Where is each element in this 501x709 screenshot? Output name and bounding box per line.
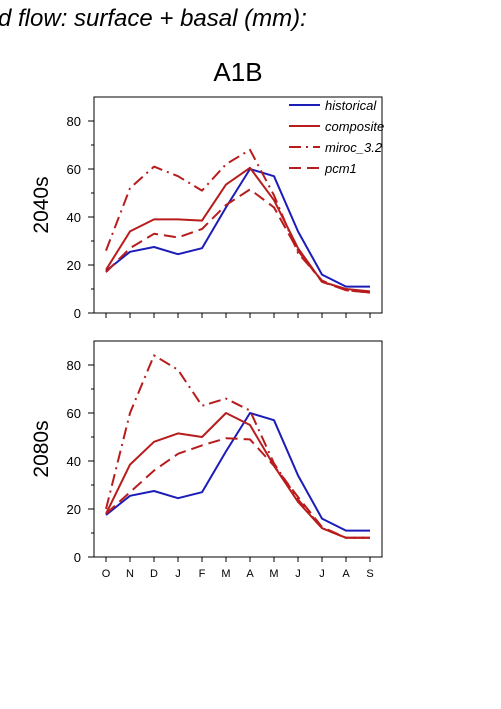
legend: historical composite miroc_3.2 pcm1 <box>289 98 384 176</box>
x-tick-label: J <box>295 568 301 580</box>
y-tick-label: 0 <box>74 550 81 565</box>
y-tick-label: 80 <box>67 114 81 129</box>
y-tick-label: 60 <box>67 162 81 177</box>
x-tick-label: N <box>126 568 134 580</box>
series-line-pcm1 <box>105 188 371 294</box>
legend-label: composite <box>325 119 384 134</box>
scenario-title: A1B <box>213 57 262 87</box>
x-tick-label: A <box>246 568 254 580</box>
legend-label: historical <box>325 98 377 113</box>
x-tick-label: A <box>342 568 350 580</box>
x-tick-label: O <box>102 568 111 580</box>
legend-label: pcm1 <box>324 161 357 176</box>
y-tick-label: 0 <box>74 306 81 321</box>
series-line-historical <box>105 412 370 532</box>
y-axis-label: 2040s <box>30 176 53 233</box>
y-tick-label: 40 <box>67 454 81 469</box>
y-tick-label: 20 <box>67 502 81 517</box>
series-line-historical <box>105 168 370 288</box>
y-tick-label: 80 <box>67 358 81 373</box>
y-tick-label: 40 <box>67 210 81 225</box>
series-line-miroc-3-2 <box>105 354 370 539</box>
series-line-composite <box>105 412 370 539</box>
series-line-pcm1 <box>105 437 370 539</box>
panel-2080s: 0 20 40 60 80 O N D J F M A M J J A S 2080s <box>30 340 383 580</box>
y-tick-label: 60 <box>67 406 81 421</box>
y-axis-label: 2080s <box>30 420 53 477</box>
x-tick-label: M <box>221 568 230 580</box>
x-tick-label: J <box>175 568 181 580</box>
y-tick-label: 20 <box>67 258 81 273</box>
x-tick-label: S <box>366 568 373 580</box>
legend-label: miroc_3.2 <box>325 140 383 155</box>
x-tick-label: M <box>269 568 278 580</box>
x-tick-label: F <box>199 568 206 580</box>
x-tick-label: D <box>150 568 158 580</box>
figure-title: d flow: surface + basal (mm): <box>0 5 307 32</box>
x-tick-label: J <box>319 568 325 580</box>
plot-frame <box>93 340 383 558</box>
panel-2040s: 0 20 40 60 80 2040s historical composite miroc_3… <box>30 96 384 321</box>
plot-frame <box>93 96 383 314</box>
